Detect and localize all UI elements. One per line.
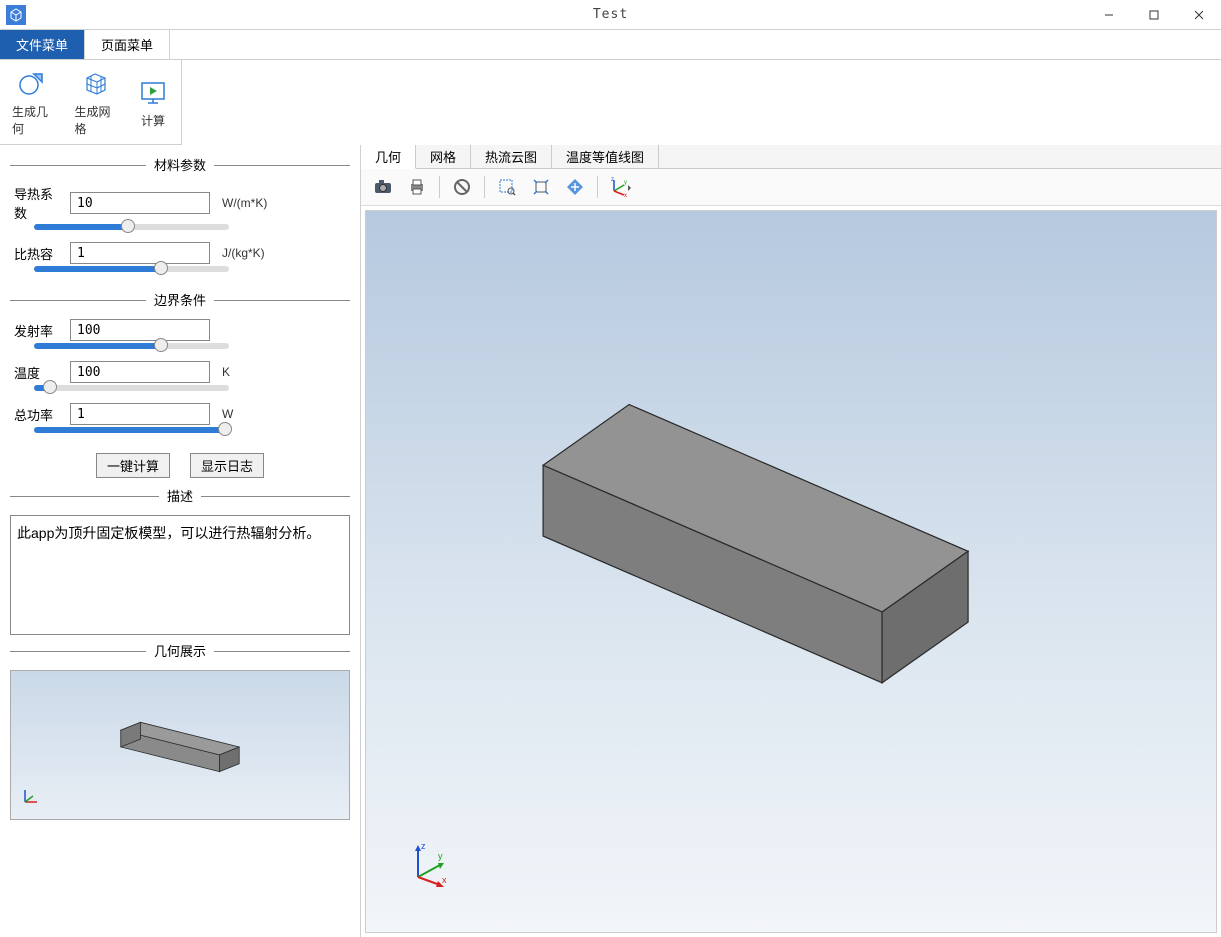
3d-viewport[interactable]: z y x — [365, 210, 1217, 933]
section-title: 几何展示 — [146, 644, 214, 659]
param-temperature: 温度 K — [10, 361, 350, 383]
svg-text:z: z — [421, 841, 426, 851]
toolbar-separator — [484, 176, 485, 198]
power-input[interactable] — [70, 403, 210, 425]
param-unit: W/(m*K) — [222, 196, 267, 210]
action-buttons: 一键计算 显示日志 — [10, 453, 350, 478]
maximize-button[interactable] — [1131, 0, 1176, 29]
view-tab-geometry[interactable]: 几何 — [361, 145, 416, 169]
param-label: 总功率 — [14, 405, 62, 424]
param-label: 导热系数 — [14, 184, 62, 222]
menu-tab-label: 页面菜单 — [101, 35, 153, 54]
svg-text:z: z — [611, 177, 614, 183]
svg-text:y: y — [624, 180, 627, 186]
ribbon-generate-geometry[interactable]: 生成几何 — [8, 64, 59, 140]
calculate-button[interactable]: 一键计算 — [96, 453, 170, 478]
svg-text:x: x — [442, 875, 447, 885]
geometry-icon — [17, 67, 49, 99]
camera-icon[interactable] — [369, 173, 397, 201]
svg-text:y: y — [438, 851, 443, 861]
show-log-button[interactable]: 显示日志 — [190, 453, 264, 478]
section-title: 边界条件 — [146, 293, 214, 308]
view-tab-isotherm[interactable]: 温度等值线图 — [552, 145, 659, 168]
material-params-section: 材料参数 导热系数 W/(m*K) 比热容 J/(kg*K) — [10, 155, 350, 284]
description-text: 此app为顶升固定板模型，可以进行热辐射分析。 — [10, 515, 350, 635]
view-tab-label: 几何 — [375, 147, 401, 166]
boundary-conditions-section: 边界条件 发射率 温度 K 总功率 W — [10, 290, 350, 445]
thermal-conductivity-input[interactable] — [70, 192, 210, 214]
param-emissivity: 发射率 — [10, 319, 350, 341]
geometry-3d-block — [366, 211, 1216, 932]
menu-tab-file[interactable]: 文件菜单 — [0, 30, 85, 59]
mesh-icon — [80, 67, 112, 99]
window-title: Test — [593, 7, 628, 22]
emissivity-slider[interactable] — [34, 343, 229, 349]
emissivity-input[interactable] — [70, 319, 210, 341]
ribbon-label: 生成网格 — [75, 103, 118, 137]
axis-view-icon[interactable]: z y x — [606, 173, 634, 201]
compute-icon — [137, 76, 169, 108]
menu-tabs: 文件菜单 页面菜单 — [0, 30, 1221, 60]
axis-triad-icon: z y x — [406, 839, 456, 892]
thermal-conductivity-slider[interactable] — [34, 224, 229, 230]
close-button[interactable] — [1176, 0, 1221, 29]
param-unit: J/(kg*K) — [222, 246, 265, 260]
app-icon — [6, 5, 26, 25]
ribbon-generate-mesh[interactable]: 生成网格 — [71, 64, 122, 140]
temperature-slider[interactable] — [34, 385, 229, 391]
param-label: 温度 — [14, 363, 62, 382]
section-title: 材料参数 — [146, 158, 214, 173]
main-area: 材料参数 导热系数 W/(m*K) 比热容 J/(kg*K) 边界条件 发射率 — [0, 145, 1221, 937]
ribbon-label: 生成几何 — [12, 103, 55, 137]
reset-icon[interactable] — [448, 173, 476, 201]
zoom-selection-icon[interactable] — [561, 173, 589, 201]
view-tab-label: 网格 — [430, 147, 456, 166]
ribbon-label: 计算 — [141, 112, 165, 129]
zoom-box-icon[interactable] — [493, 173, 521, 201]
section-title: 描述 — [159, 489, 201, 504]
window-titlebar: Test — [0, 0, 1221, 30]
param-unit: W — [222, 407, 233, 421]
content-area: 几何 网格 热流云图 温度等值线图 z y x — [360, 145, 1221, 937]
axis-triad-icon — [19, 784, 43, 811]
param-power: 总功率 W — [10, 403, 350, 425]
sidebar: 材料参数 导热系数 W/(m*K) 比热容 J/(kg*K) 边界条件 发射率 — [0, 145, 360, 937]
menu-tab-label: 文件菜单 — [16, 35, 68, 54]
geometry-preview-section: 几何展示 — [10, 641, 350, 820]
param-unit: K — [222, 365, 230, 379]
zoom-extents-icon[interactable] — [527, 173, 555, 201]
view-tab-heatflux[interactable]: 热流云图 — [471, 145, 552, 168]
ribbon-toolbar: 生成几何 生成网格 计算 — [0, 60, 182, 145]
param-label: 比热容 — [14, 244, 62, 263]
view-tab-mesh[interactable]: 网格 — [416, 145, 471, 168]
toolbar-separator — [439, 176, 440, 198]
window-controls — [1086, 0, 1221, 29]
view-tab-label: 温度等值线图 — [566, 147, 644, 166]
view-tabs: 几何 网格 热流云图 温度等值线图 — [361, 145, 1221, 169]
print-icon[interactable] — [403, 173, 431, 201]
geometry-preview[interactable] — [10, 670, 350, 820]
specific-heat-slider[interactable] — [34, 266, 229, 272]
param-specific-heat: 比热容 J/(kg*K) — [10, 242, 350, 264]
specific-heat-input[interactable] — [70, 242, 210, 264]
param-thermal-conductivity: 导热系数 W/(m*K) — [10, 184, 350, 222]
description-section: 描述 此app为顶升固定板模型，可以进行热辐射分析。 — [10, 486, 350, 635]
toolbar-separator — [597, 176, 598, 198]
ribbon-compute[interactable]: 计算 — [133, 64, 173, 140]
minimize-button[interactable] — [1086, 0, 1131, 29]
param-label: 发射率 — [14, 321, 62, 340]
view-toolbar: z y x — [361, 169, 1221, 206]
view-tab-label: 热流云图 — [485, 147, 537, 166]
temperature-input[interactable] — [70, 361, 210, 383]
menu-tab-page[interactable]: 页面菜单 — [85, 30, 170, 59]
power-slider[interactable] — [34, 427, 229, 433]
svg-text:x: x — [624, 193, 627, 197]
